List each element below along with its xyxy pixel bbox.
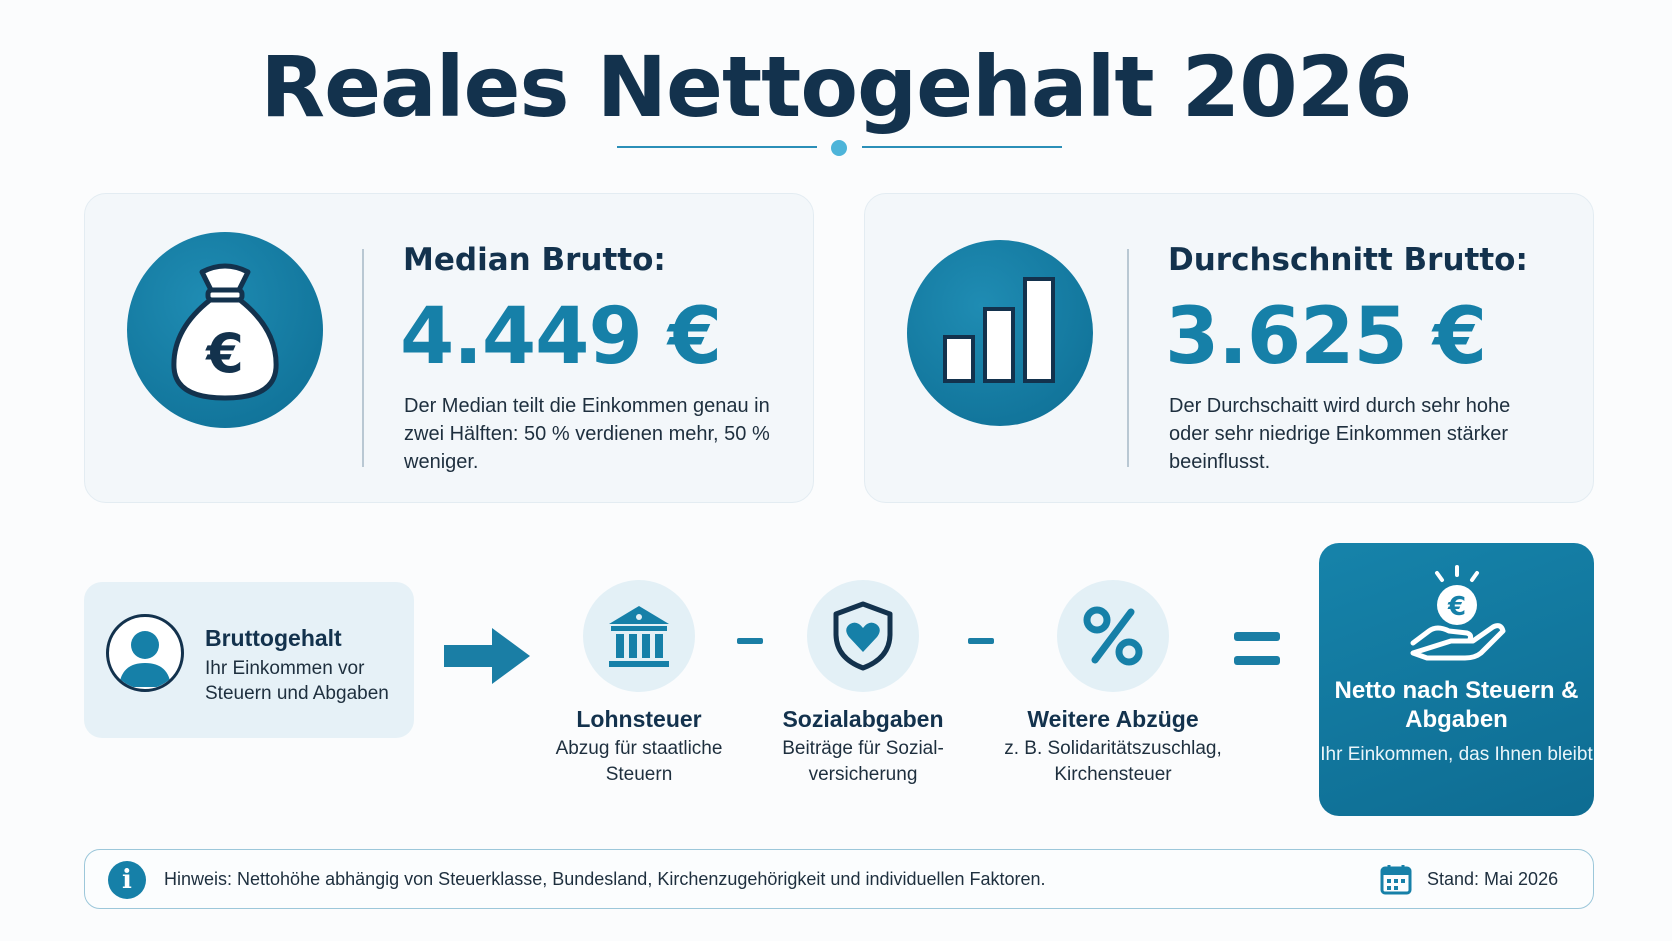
equals-sign-bottom — [1234, 656, 1280, 665]
card-separator — [1127, 249, 1129, 467]
svg-text:€: € — [204, 322, 244, 385]
step-desc-sozialabgaben: Beiträge für Sozial-versicherung — [782, 738, 944, 785]
average-card: Durchschnitt Brutto: 3.625 € Der Durchsc… — [864, 193, 1594, 503]
minus-sign — [737, 638, 763, 644]
median-value: 4.449 € — [400, 292, 722, 382]
arrow-right-icon — [444, 628, 530, 684]
money-bag-euro-icon: € — [127, 232, 323, 428]
step-title-sozialabgaben: Sozialabgaben — [782, 706, 944, 732]
bank-building-icon — [583, 580, 695, 692]
calendar-icon — [1380, 865, 1412, 895]
card-separator — [362, 249, 364, 467]
hand-euro-coin-icon: € — [1410, 565, 1506, 661]
netto-result-box: € Netto nach Steuern & Abgaben Ihr Einko… — [1319, 543, 1594, 816]
step-title-lohnsteuer: Lohnsteuer — [576, 706, 702, 732]
equals-sign-top — [1234, 632, 1280, 641]
step-desc-lohnsteuer: Abzug für staatliche Steuern — [555, 738, 723, 785]
netto-title: Netto nach Steuern & Abgaben — [1334, 677, 1579, 733]
date-stamp: Stand: Mai 2026 — [1427, 869, 1559, 889]
step-title-weitere-abzuege: Weitere Abzüge — [1027, 706, 1199, 732]
user-icon — [106, 614, 184, 692]
brutto-title: Bruttogehalt — [205, 625, 342, 651]
title-divider-right — [862, 146, 1062, 148]
average-value: 3.625 € — [1165, 292, 1487, 382]
shield-heart-icon — [807, 580, 919, 692]
bar-chart-icon — [907, 240, 1093, 426]
netto-description: Ihr Einkommen, das Ihnen bleibt — [1320, 744, 1593, 765]
median-card: € Median Brutto: 4.449 € Der Median teil… — [84, 193, 814, 503]
brutto-box: Bruttogehalt Ihr Einkommen vor Steuern u… — [84, 582, 414, 738]
title-divider-dot — [831, 140, 847, 156]
hint-text: Hinweis: Nettohöhe abhängig von Steuerkl… — [164, 869, 1046, 889]
step-desc-weitere-abzuege: z. B. Solidaritätszuschlag, Kirchensteue… — [1004, 738, 1222, 785]
page-title: Reales Nettogehalt 2026 — [260, 38, 1412, 136]
average-description: Der Durchschaitt wird durch sehr hohe od… — [1169, 395, 1511, 473]
median-label: Median Brutto: — [403, 242, 666, 278]
percent-icon — [1057, 580, 1169, 692]
svg-text:€: € — [1447, 592, 1466, 622]
title-divider-left — [617, 146, 817, 148]
hint-bar: i Hinweis: Nettohöhe abhängig von Steuer… — [84, 849, 1594, 909]
average-label: Durchschnitt Brutto: — [1168, 242, 1528, 278]
minus-sign — [968, 638, 994, 644]
brutto-description: Ihr Einkommen vor Steuern und Abgaben — [205, 658, 389, 704]
median-description: Der Median teilt die Einkommen genau in … — [404, 395, 770, 473]
info-icon: i — [108, 861, 146, 899]
